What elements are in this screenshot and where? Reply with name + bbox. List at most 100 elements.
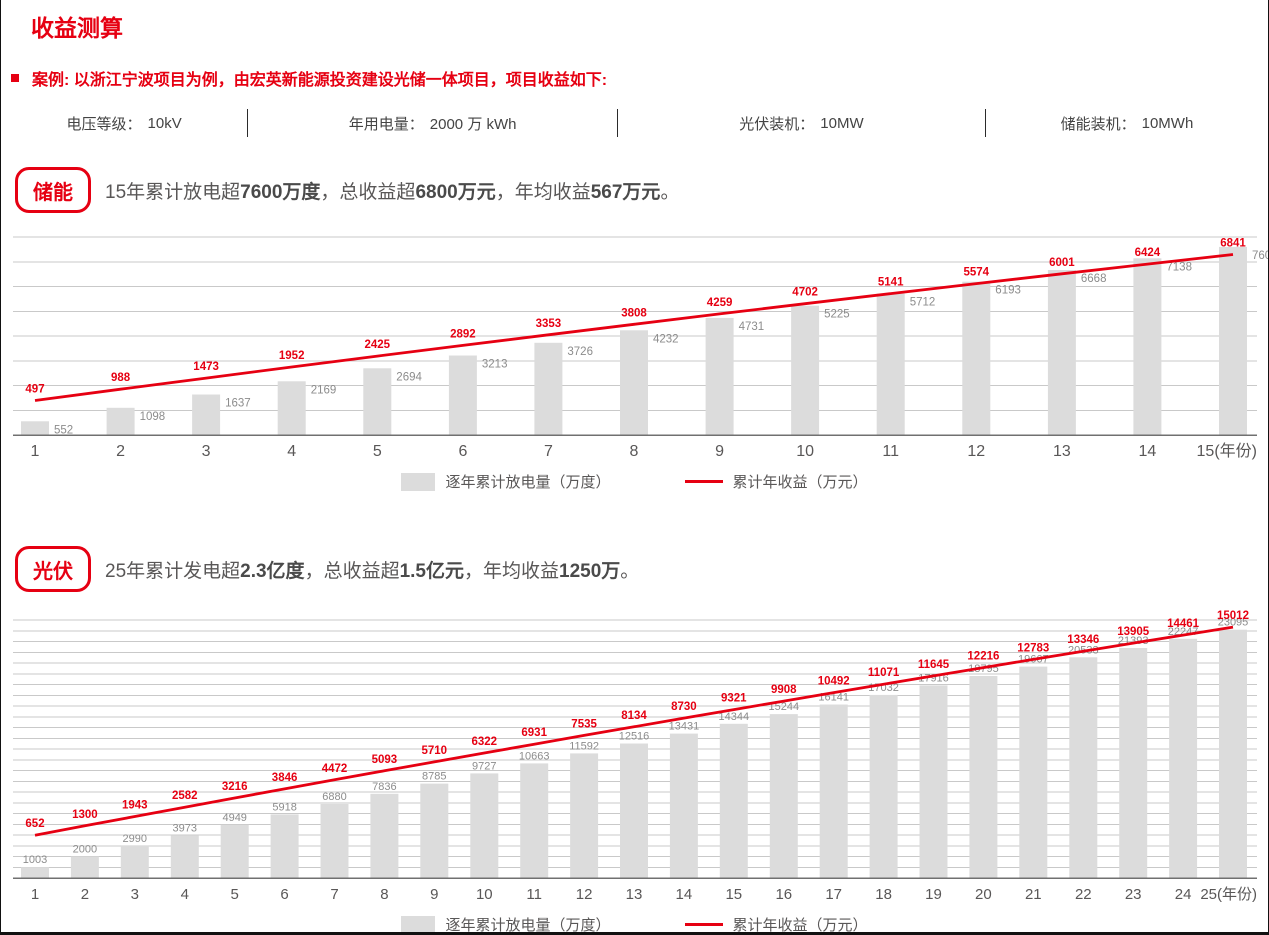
line-value-label: 6841 xyxy=(1220,238,1246,250)
spec-divider xyxy=(617,109,619,137)
spec-value: 2000 万 kWh xyxy=(429,115,517,133)
line-value-label: 13346 xyxy=(1067,634,1099,646)
x-tick-label: 11 xyxy=(882,443,899,460)
line-value-label: 6424 xyxy=(1135,247,1161,259)
bar xyxy=(277,381,306,435)
x-tick-label: 25(年份) xyxy=(1200,886,1257,903)
section-pv-header: 光伏 25年累计发电超2.3亿度，总收益超1.5亿元，年均收益1250万。 xyxy=(15,546,1268,592)
line-value-label: 9321 xyxy=(721,693,747,705)
line-value-label: 2582 xyxy=(172,790,198,802)
bar-value-label: 10663 xyxy=(519,750,550,762)
spec-bar: 电压等级： 10kV 年用电量： 2000 万 kWh 光伏装机： 10MW 储能装机： 10… xyxy=(1,105,1268,141)
legend-item: 累计年收益（万元） xyxy=(684,471,868,492)
bar-series: 1003 2000 2990 3973 4949 5918 6880 7836 8785 9727… xyxy=(21,617,1248,878)
summary-text: ，总收益超 xyxy=(304,560,400,582)
x-tick-label: 8 xyxy=(380,886,388,903)
line-value-label: 1952 xyxy=(279,350,305,362)
line-value-label: 2892 xyxy=(450,328,476,340)
x-tick-label: 5 xyxy=(231,886,239,903)
summary-text: 。 xyxy=(660,181,680,203)
x-tick-label: 17 xyxy=(825,886,842,903)
legend-label: 逐年累计放电量（万度） xyxy=(445,474,611,491)
summary-highlight: 6800万元 xyxy=(415,181,496,203)
bar xyxy=(21,421,49,435)
bar xyxy=(470,773,499,878)
bar xyxy=(869,694,898,878)
bar-value-label: 2990 xyxy=(123,833,147,845)
bar xyxy=(570,753,599,878)
line-value-label: 5574 xyxy=(964,267,990,279)
spec-divider xyxy=(247,109,249,137)
line-value-label: 1473 xyxy=(193,361,219,373)
legend-label: 累计年收益（万元） xyxy=(732,917,868,934)
bar xyxy=(620,743,648,878)
summary-highlight: 1.5亿元 xyxy=(399,560,464,582)
bar xyxy=(106,407,135,435)
summary-text: ，年均收益 xyxy=(495,181,591,203)
x-tick-label: 6 xyxy=(458,443,467,460)
x-tick-label: 1 xyxy=(31,886,39,903)
line-value-label: 11645 xyxy=(918,659,950,671)
bar-value-label: 12516 xyxy=(619,731,650,743)
spec-value: 10MWh xyxy=(1141,114,1194,132)
bar xyxy=(21,867,49,878)
bar-value-label: 4232 xyxy=(653,333,679,345)
bullet-square-icon xyxy=(11,74,19,82)
x-tick-label: 7 xyxy=(544,443,553,460)
bar-value-label: 5918 xyxy=(272,801,296,813)
bar xyxy=(70,856,99,878)
x-tick-label: 19 xyxy=(925,886,942,903)
line-value-label: 15012 xyxy=(1217,610,1249,622)
bar-value-label: 7836 xyxy=(372,781,396,793)
bar-value-label: 3726 xyxy=(567,346,593,358)
bar xyxy=(669,733,698,878)
line-value-label: 5710 xyxy=(422,745,448,757)
x-axis-labels: 1 2 3 4 5 6 7 8 9 10 11 12 13 14 15(年份) xyxy=(31,442,1257,460)
bar xyxy=(1219,246,1247,435)
bar xyxy=(1169,638,1198,878)
bar-value-label: 15244 xyxy=(769,701,800,713)
x-tick-label: 4 xyxy=(287,443,296,460)
summary-text: 。 xyxy=(620,560,640,582)
line-value-label: 12783 xyxy=(1017,642,1049,654)
line-value-label: 3846 xyxy=(272,772,298,784)
x-tick-label: 13 xyxy=(626,886,643,903)
bar-value-label: 4949 xyxy=(222,812,246,824)
bar xyxy=(620,330,648,435)
x-tick-label: 11 xyxy=(526,886,542,903)
bar-value-label: 2000 xyxy=(73,844,97,856)
line-value-label: 1943 xyxy=(122,800,148,812)
legend-bar-swatch-icon xyxy=(401,915,436,932)
line-value-label: 6322 xyxy=(472,736,498,748)
x-axis-labels: 1 2 3 4 5 6 7 8 9 10 11 12 13 14 15 16 17 18 19 20 21 22 23 24 2… xyxy=(31,886,1257,903)
legend-item: 逐年累计放电量（万度） xyxy=(401,914,611,932)
line-value-label: 6001 xyxy=(1049,257,1075,269)
spec-label: 光伏装机： xyxy=(739,115,815,133)
bar-value-label: 13431 xyxy=(669,721,700,733)
x-tick-label: 15 xyxy=(725,886,742,903)
spec-label: 年用电量： xyxy=(348,115,424,133)
spec-item: 储能装机： 10MWh xyxy=(986,113,1268,134)
line-series xyxy=(34,625,1234,837)
x-tick-label: 14 xyxy=(676,886,693,903)
summary-highlight: 7600万度 xyxy=(240,181,321,203)
bar-value-label: 8785 xyxy=(422,771,446,783)
line-value-label: 8730 xyxy=(671,701,697,713)
line-value-label: 4259 xyxy=(707,297,733,309)
x-tick-label: 20 xyxy=(975,886,992,903)
x-tick-label: 24 xyxy=(1175,886,1192,903)
spec-item: 电压等级： 10kV xyxy=(1,113,247,134)
line-value-label: 3808 xyxy=(621,307,647,319)
spec-value: 10MW xyxy=(820,114,864,132)
bar xyxy=(719,723,748,878)
summary-highlight: 2.3亿度 xyxy=(240,560,305,582)
x-tick-label: 18 xyxy=(875,886,892,903)
bar-series: 552 1098 1637 2169 2694 3213 3726 4232 4731 5225 5… xyxy=(21,246,1268,436)
case-row: 案例: 以浙江宁波项目为例，由宏英新能源投资建设光储一体项目，项目收益如下: xyxy=(11,66,1268,90)
bar xyxy=(1133,258,1162,435)
line-value-label: 12216 xyxy=(967,651,999,663)
bar-value-label: 5712 xyxy=(910,297,936,309)
line-value-label: 497 xyxy=(25,384,44,396)
legend-bar-swatch-icon xyxy=(401,472,436,491)
x-tick-label: 9 xyxy=(430,886,438,903)
